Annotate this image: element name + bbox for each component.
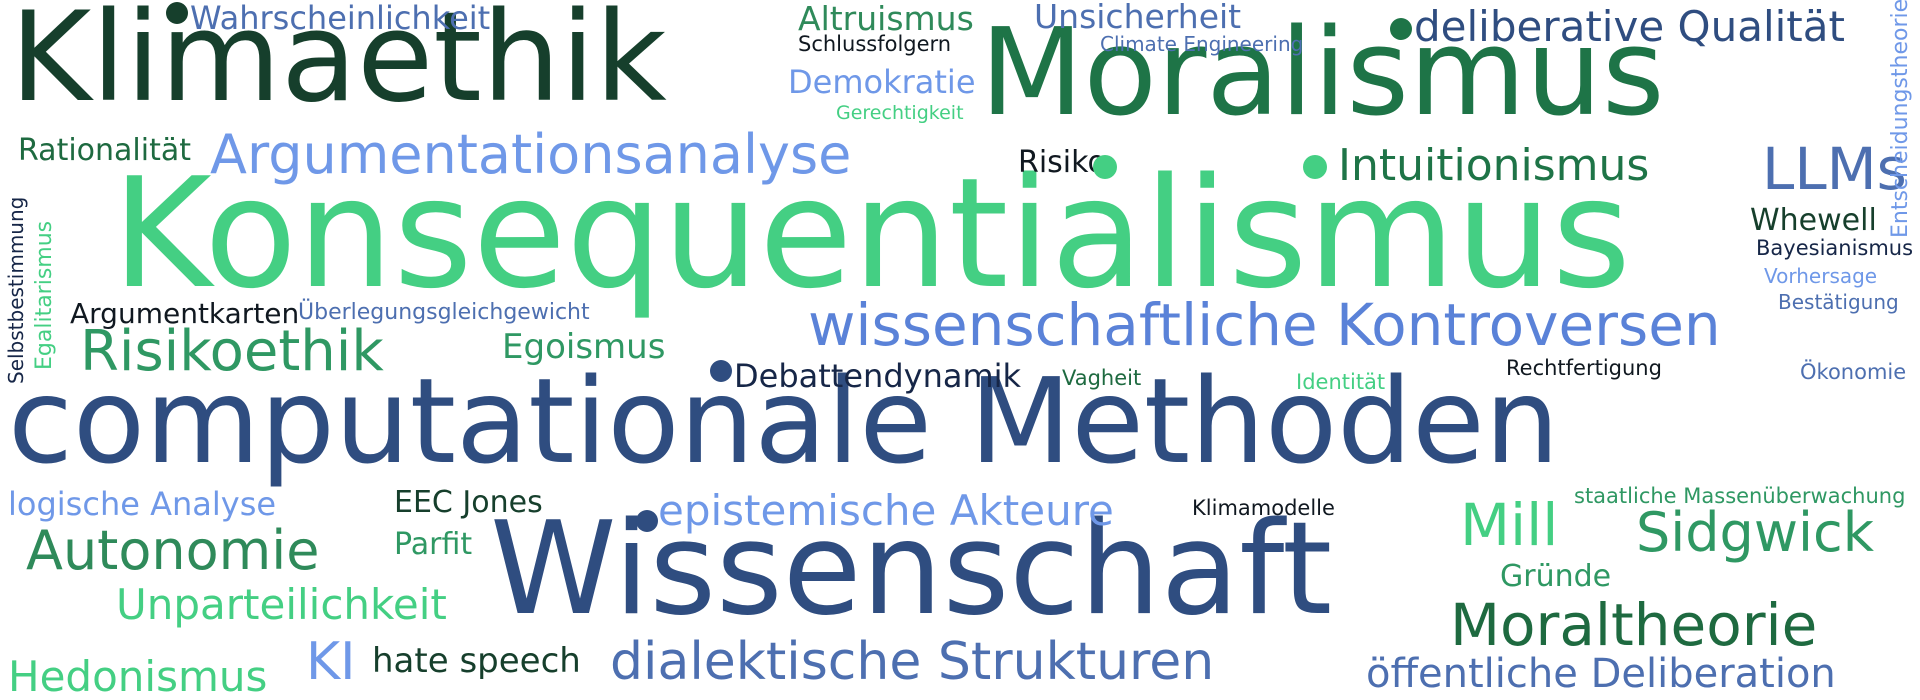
word-risiko: Risiko <box>1018 145 1106 180</box>
word-entscheidungstheorie: Entscheidungstheorie <box>1888 0 1913 238</box>
word-hedonismus: Hedonismus <box>8 652 268 700</box>
word-klimamodelle: Klimamodelle <box>1192 496 1335 520</box>
word-staatliche-massenueberwachung: staatliche Massenüberwachung <box>1574 484 1906 508</box>
word-intuitionismus: Intuitionismus <box>1338 140 1650 191</box>
word-oeffentliche-deliberation: öffentliche Deliberation <box>1366 651 1836 697</box>
word-llms: LLMs <box>1762 135 1907 203</box>
word-climate-engineering: Climate Engineering <box>1100 32 1304 56</box>
word-debattendynamik: Debattendynamik <box>734 357 1022 395</box>
word-egoismus: Egoismus <box>502 327 666 367</box>
word-unparteilichkeit: Unparteilichkeit <box>116 580 447 629</box>
word-vorhersage: Vorhersage <box>1764 264 1878 288</box>
word-ki: KI <box>306 632 356 692</box>
word-unsicherheit: Unsicherheit <box>1034 0 1242 36</box>
word-risikoethik: Risikoethik <box>80 319 384 384</box>
word-bayesianismus: Bayesianismus <box>1756 236 1914 260</box>
word-sidgwick: Sidgwick <box>1636 501 1874 564</box>
word-gruende: Gründe <box>1500 559 1612 594</box>
word-klimaethik: Klimaethik <box>10 0 667 130</box>
word-logische-analyse: logische Analyse <box>8 485 277 523</box>
word-eec-jones: EEC Jones <box>394 485 543 520</box>
word-argumentationsanalyse: Argumentationsanalyse <box>210 123 852 186</box>
word-dialektische-strukturen: dialektische Strukturen <box>610 632 1215 692</box>
word-argumentkarten: Argumentkarten <box>70 297 300 330</box>
word-wissenschaftliche-kontroversen: wissenschaftliche Kontroversen <box>808 291 1721 359</box>
word-rechtfertigung: Rechtfertigung <box>1506 356 1662 380</box>
word-computationale-methoden: computationale Methoden <box>8 352 1560 490</box>
i-dot <box>166 2 188 24</box>
word-moraltheorie: Moraltheorie <box>1450 591 1818 659</box>
word-oekonomie: Ökonomie <box>1800 360 1907 384</box>
word-parfit: Parfit <box>394 527 473 562</box>
word-wahrscheinlichkeit: Wahrscheinlichkeit <box>190 0 491 37</box>
word-bestaetigung: Bestätigung <box>1778 290 1899 314</box>
word-hate-speech: hate speech <box>372 641 581 681</box>
word-schlussfolgern: Schlussfolgern <box>798 32 952 56</box>
i-dot <box>636 510 658 532</box>
i-dot <box>1303 155 1327 179</box>
word-altruismus: Altruismus <box>798 0 974 38</box>
word-selbstbestimmung: Selbstbestimmung <box>4 196 28 384</box>
word-vagheit: Vagheit <box>1062 366 1142 390</box>
word-deliberative-qualitaet: deliberative Qualität <box>1414 2 1845 51</box>
word-konsequentialismus: Konsequentialismus <box>112 145 1632 322</box>
word-identitaet: Identität <box>1296 370 1386 394</box>
word-egalitarismus: Egalitarismus <box>32 220 57 370</box>
word-demokratie: Demokratie <box>788 63 976 101</box>
word-gerechtigkeit: Gerechtigkeit <box>836 102 964 124</box>
word-moralismus: Moralismus <box>980 4 1665 143</box>
i-dot <box>710 360 732 382</box>
i-dot <box>1093 155 1117 179</box>
word-autonomie: Autonomie <box>26 519 320 582</box>
word-ueberlegungsgleichgewicht: Überlegungsgleichgewicht <box>298 300 590 325</box>
word-mill: Mill <box>1460 491 1559 559</box>
word-whewell: Whewell <box>1750 203 1877 238</box>
word-epistemische-akteure: epistemische Akteure <box>658 486 1114 535</box>
word-rationalitaet: Rationalität <box>18 133 191 168</box>
word-wissenschaft: Wissenschaft <box>490 495 1333 644</box>
i-dot <box>1390 18 1412 40</box>
